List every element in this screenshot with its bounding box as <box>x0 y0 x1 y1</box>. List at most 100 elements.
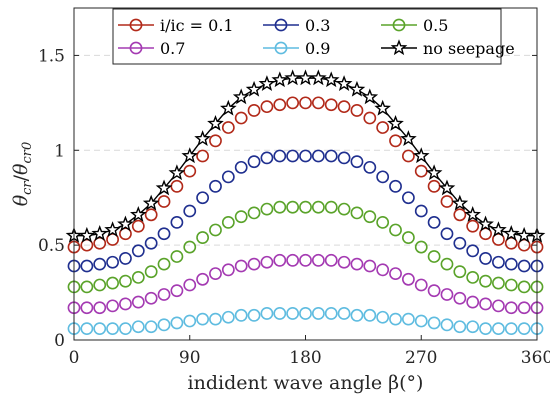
data-point-s5-29 <box>438 179 456 196</box>
legend-marker-0 <box>129 18 143 32</box>
x-tick-label-1: 90 <box>179 348 201 368</box>
data-point-s3-14 <box>247 257 261 271</box>
data-point-s2-5 <box>131 270 145 284</box>
data-point-s1-27 <box>414 204 428 218</box>
data-point-s2-27 <box>414 240 428 254</box>
data-point-s1-14 <box>247 155 261 169</box>
data-point-s2-4 <box>119 274 132 288</box>
data-point-s5-13 <box>232 88 250 105</box>
data-point-s5-8 <box>168 164 186 181</box>
data-point-s0-25 <box>389 134 402 148</box>
legend: i/ic = 0.1 0.3 0.5 0.7 0.9 no seepage <box>112 8 515 65</box>
data-point-s4-18 <box>299 307 312 320</box>
data-point-s5-16 <box>271 71 289 88</box>
data-point-s1-8 <box>170 215 184 229</box>
data-point-s2-19 <box>311 200 325 214</box>
data-point-s4-22 <box>350 308 364 322</box>
legend-label-0: i/ic = 0.1 <box>160 16 234 35</box>
data-point-s1-20 <box>324 149 338 163</box>
data-point-s0-24 <box>376 121 390 134</box>
data-point-s2-14 <box>247 206 261 220</box>
legend-label-2: 0.5 <box>423 16 448 35</box>
data-point-s4-16 <box>273 307 287 320</box>
data-point-s3-35 <box>517 301 531 315</box>
data-point-s5-6 <box>142 194 160 211</box>
data-point-s3-31 <box>466 295 480 309</box>
data-point-s4-4 <box>119 322 132 336</box>
data-point-s5-35 <box>515 226 533 243</box>
data-point-s5-23 <box>361 88 379 105</box>
data-point-s2-13 <box>234 210 248 224</box>
data-point-s4-7 <box>157 318 171 332</box>
data-point-s0-20 <box>324 98 338 112</box>
data-point-s5-21 <box>335 75 353 91</box>
data-point-s0-35 <box>517 238 531 252</box>
data-point-s2-3 <box>106 276 119 290</box>
data-point-s0-11 <box>209 134 222 148</box>
data-point-s1-33 <box>492 255 505 269</box>
data-point-s4-6 <box>144 320 158 334</box>
data-point-s0-5 <box>131 219 145 233</box>
data-point-s5-9 <box>181 147 199 164</box>
data-point-s0-1 <box>80 238 94 252</box>
data-point-s4-8 <box>170 316 184 330</box>
data-point-s2-16 <box>273 200 287 214</box>
data-point-s2-18 <box>299 200 312 214</box>
data-point-s1-30 <box>453 236 467 250</box>
data-point-s2-25 <box>389 223 402 237</box>
y-tick-label-3: 1.5 <box>38 46 65 66</box>
data-point-s3-29 <box>440 288 454 301</box>
data-point-s1-11 <box>209 179 222 193</box>
data-point-s0-16 <box>273 98 287 112</box>
data-point-s5-28 <box>425 164 443 181</box>
data-point-s5-1 <box>78 226 96 243</box>
data-point-s3-23 <box>363 259 377 273</box>
x-tick-label-3: 270 <box>405 348 437 368</box>
data-point-s4-19 <box>311 307 325 320</box>
data-point-s1-19 <box>311 149 325 163</box>
data-point-s1-32 <box>479 252 492 265</box>
data-point-s4-5 <box>131 320 145 334</box>
data-point-s4-23 <box>363 308 377 322</box>
data-point-s2-11 <box>209 223 222 237</box>
data-point-s0-12 <box>221 121 235 134</box>
data-point-s1-24 <box>376 170 390 184</box>
data-point-s0-18 <box>299 96 312 110</box>
data-point-s4-28 <box>427 316 441 330</box>
data-point-s4-9 <box>183 314 197 328</box>
data-point-s1-29 <box>440 227 454 241</box>
data-point-s2-23 <box>363 210 377 224</box>
series-0 <box>67 96 544 254</box>
data-point-s1-10 <box>196 191 210 205</box>
data-point-s3-4 <box>119 297 132 311</box>
data-point-s2-20 <box>324 200 338 214</box>
data-point-s0-22 <box>350 104 364 117</box>
data-point-s2-7 <box>157 257 171 271</box>
data-point-s0-30 <box>453 208 467 222</box>
data-point-s5-4 <box>117 215 134 232</box>
data-point-s3-13 <box>234 259 248 273</box>
data-point-s2-35 <box>517 280 531 294</box>
data-point-s0-15 <box>260 100 274 114</box>
data-point-s1-31 <box>466 244 480 258</box>
data-point-s3-18 <box>299 253 312 267</box>
legend-label-5: no seepage <box>423 39 515 58</box>
data-point-s5-18 <box>297 69 314 86</box>
data-point-s1-12 <box>221 170 235 184</box>
x-tick-label-2: 180 <box>289 348 321 368</box>
data-point-s3-10 <box>196 272 210 286</box>
data-point-s2-24 <box>376 215 390 229</box>
data-point-s1-4 <box>119 252 132 265</box>
data-point-s5-22 <box>348 80 366 97</box>
data-point-s2-28 <box>427 250 441 263</box>
data-point-s3-19 <box>311 253 325 267</box>
data-point-s3-1 <box>80 301 94 315</box>
legend-label-4: 0.9 <box>305 39 330 58</box>
data-point-s0-14 <box>247 104 261 117</box>
data-point-s3-20 <box>324 253 338 267</box>
data-point-s1-18 <box>299 149 312 163</box>
y-tick-label-2: 1 <box>54 141 65 161</box>
data-point-s4-14 <box>247 308 261 322</box>
